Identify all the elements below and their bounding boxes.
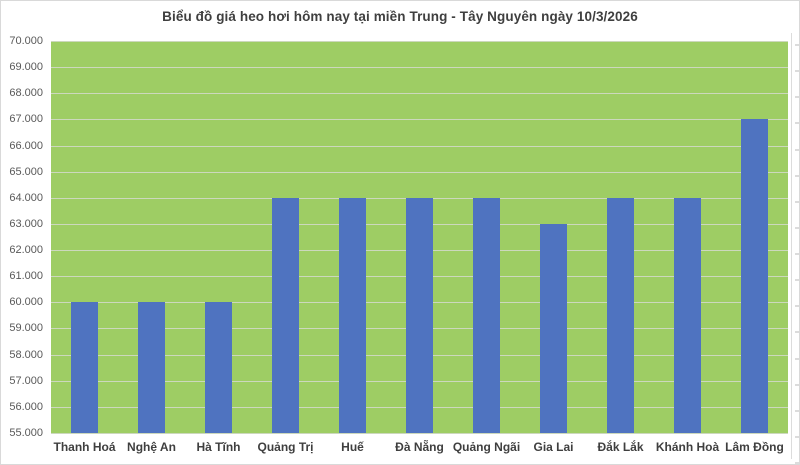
bar-đà-nẵng: [406, 197, 433, 433]
chart-title: Biểu đồ giá heo hơi hôm nay tại miền Tru…: [162, 9, 638, 24]
x-category-label: Đắk Lắk: [597, 440, 644, 454]
right-edge-tick: [795, 174, 799, 177]
right-edge-tick: [795, 409, 799, 412]
gridline: [51, 93, 788, 95]
gridline: [51, 41, 788, 42]
right-edge-tick: [795, 253, 799, 256]
right-edge-tick: [795, 357, 799, 360]
gridline: [51, 171, 788, 173]
bar-lâm-đồng: [741, 119, 768, 433]
x-category-label: Quảng Ngãi: [452, 440, 521, 454]
y-tick-label: 60.000: [9, 296, 43, 309]
x-category-label: Khánh Hoà: [655, 440, 720, 454]
y-tick-label: 62.000: [9, 244, 43, 257]
right-edge-tick: [795, 305, 799, 308]
x-category-label: Thanh Hoá: [53, 440, 116, 454]
right-edge-tick: [795, 331, 799, 334]
bar-quảng-ngãi: [473, 197, 500, 433]
bar-đắk-lắk: [607, 197, 634, 433]
y-tick-label: 56.000: [9, 400, 43, 413]
right-edge-tick: [795, 200, 799, 203]
y-tick-label: 65.000: [9, 165, 43, 178]
right-edge-tick: [795, 462, 799, 464]
x-category-label: Quảng Trị: [257, 440, 314, 454]
x-category-label: Đà Nẵng: [395, 440, 444, 454]
y-tick-label: 59.000: [9, 322, 43, 335]
y-tick-label: 67.000: [9, 113, 43, 126]
right-divider-line: [791, 33, 792, 459]
right-edge-tick: [795, 383, 799, 386]
y-tick-label: 58.000: [9, 348, 43, 361]
bar-huế: [339, 197, 366, 433]
y-tick-label: 66.000: [9, 139, 43, 152]
right-edge-tick: [795, 96, 799, 99]
right-edge-tick: [795, 70, 799, 73]
bar-quảng-trị: [272, 197, 299, 433]
y-tick-label: 61.000: [9, 270, 43, 283]
bar-thanh-hoá: [71, 302, 98, 433]
x-category-label: Gia Lai: [533, 440, 574, 454]
gridline: [51, 119, 788, 121]
right-edge-tick: [795, 122, 799, 125]
bar-gia-lai: [540, 223, 567, 433]
bar-khánh-hoà: [674, 197, 701, 433]
plot-area: [51, 41, 788, 434]
y-tick-label: 68.000: [9, 87, 43, 100]
right-edge-tick: [795, 279, 799, 282]
x-category-label: Hà Tĩnh: [196, 440, 241, 454]
x-category-label: Lâm Đồng: [725, 440, 784, 454]
y-tick-label: 57.000: [9, 374, 43, 387]
gridline: [51, 67, 788, 69]
x-category-label: Huế: [341, 440, 364, 454]
gridline: [51, 145, 788, 147]
x-category-label: Nghệ An: [127, 440, 176, 454]
y-tick-label: 64.000: [9, 191, 43, 204]
y-tick-label: 69.000: [9, 61, 43, 74]
right-edge-tick: [795, 44, 799, 46]
gridline: [51, 433, 788, 434]
bar-hà-tĩnh: [205, 302, 232, 433]
y-tick-label: 55.000: [9, 427, 43, 439]
bar-nghệ-an: [138, 302, 165, 433]
right-edge-tick: [795, 148, 799, 151]
right-edge-tick: [795, 226, 799, 229]
y-tick-label: 70.000: [9, 35, 43, 47]
y-tick-label: 63.000: [9, 217, 43, 230]
right-edge-tick: [795, 436, 799, 438]
